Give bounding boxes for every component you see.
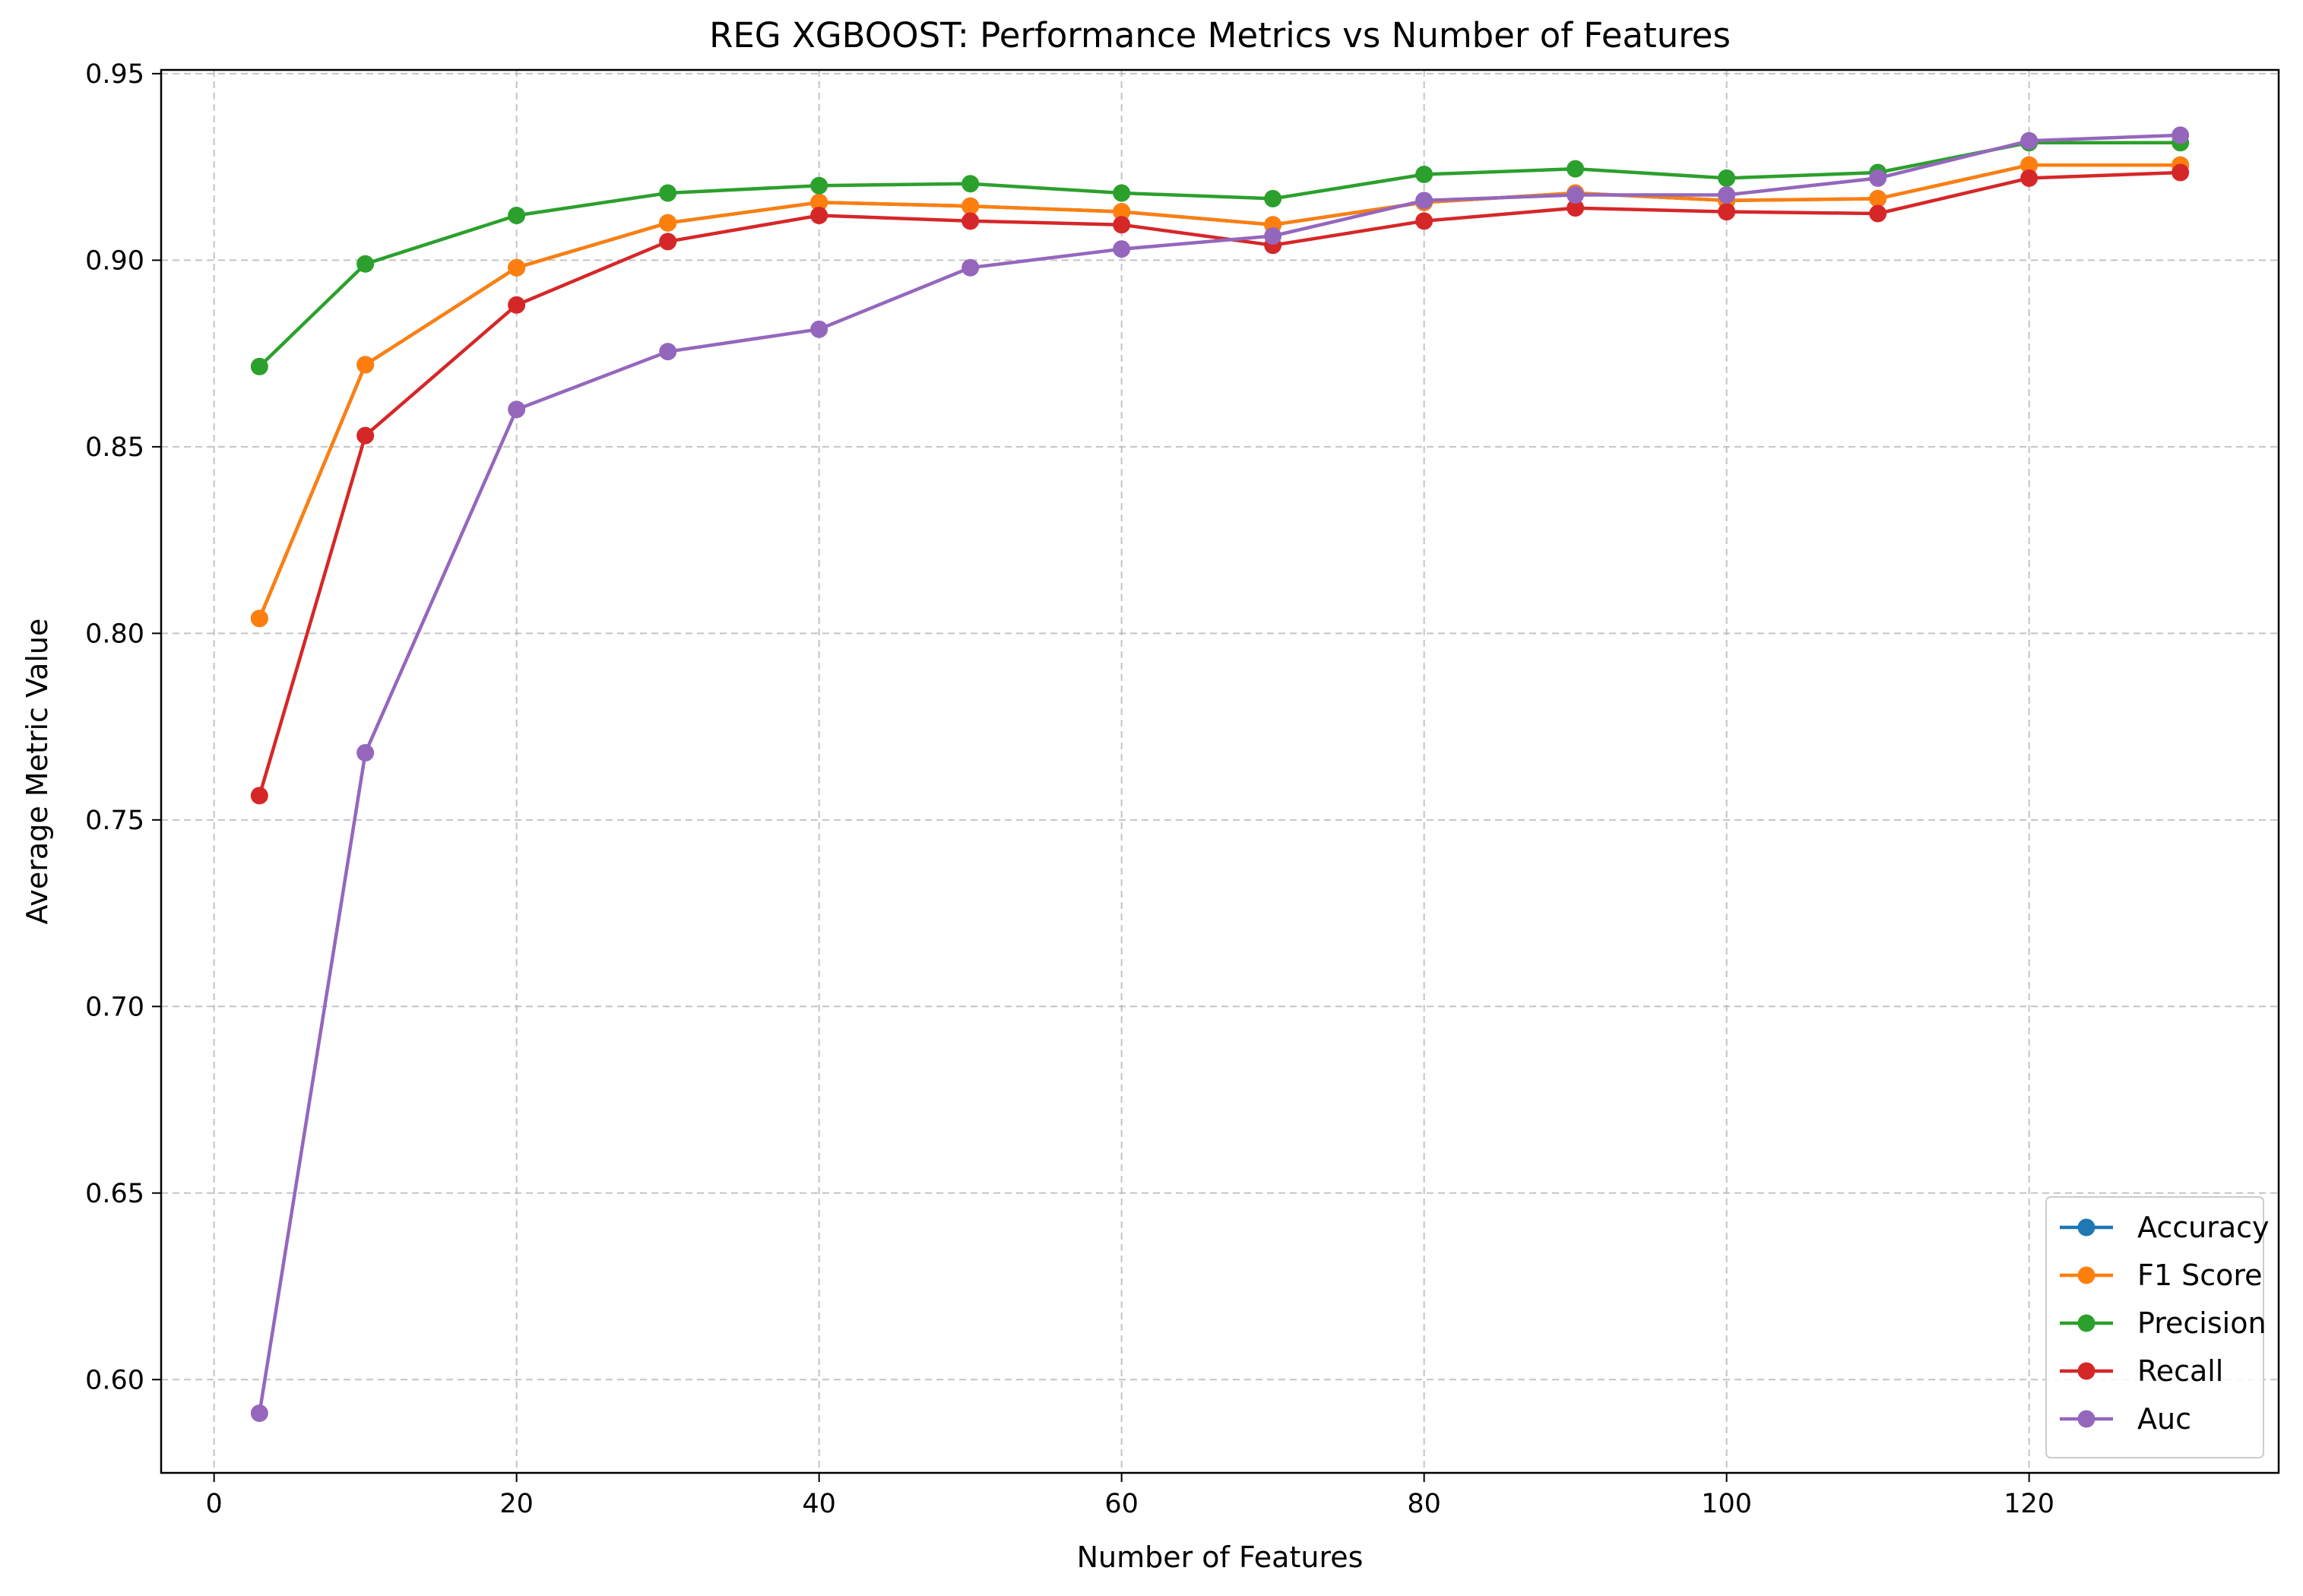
legend-label: Precision — [2137, 1306, 2267, 1340]
legend-box — [2045, 1196, 2264, 1458]
data-point-precision — [1113, 184, 1131, 202]
data-point-recall — [250, 787, 268, 805]
data-point-recall — [2020, 169, 2038, 187]
y-tick-label: 0.95 — [85, 59, 144, 90]
y-tick-label: 0.90 — [85, 245, 144, 276]
data-point-f1-score — [356, 356, 375, 374]
x-tick-label: 20 — [499, 1489, 534, 1519]
data-point-auc — [961, 258, 980, 277]
data-point-recall — [2172, 163, 2190, 182]
chart-title: REG XGBOOST: Performance Metrics vs Numb… — [709, 15, 1731, 55]
data-point-auc — [508, 401, 526, 419]
data-point-auc — [1566, 185, 1585, 204]
data-point-recall — [1113, 216, 1131, 234]
series-line-recall — [258, 170, 2181, 796]
axis-ticks: 0 20 40 60 80 100 120 0.60 0.65 0.70 0.75 0.80 0.85 0… — [85, 59, 2054, 1519]
plot-series — [250, 126, 2190, 1422]
series-auc — [250, 126, 2190, 1422]
data-point-precision — [1415, 165, 1433, 183]
data-point-recall — [810, 206, 828, 224]
data-point-precision — [1264, 189, 1282, 207]
legend-item-precision: Precision — [2060, 1306, 2267, 1340]
legend-label: F1 Score — [2137, 1259, 2263, 1292]
data-point-precision — [961, 175, 980, 193]
data-point-precision — [508, 206, 526, 224]
data-point-recall — [508, 296, 526, 314]
x-tick-label: 60 — [1104, 1489, 1139, 1519]
data-point-precision — [1718, 169, 1736, 187]
y-tick-label: 0.75 — [85, 806, 144, 836]
data-point-precision — [356, 255, 375, 273]
x-tick-label: 100 — [1701, 1489, 1752, 1519]
data-point-f1-score — [508, 258, 526, 277]
data-point-auc — [1718, 185, 1736, 204]
legend-swatch-marker — [2077, 1218, 2096, 1237]
data-point-auc — [250, 1404, 268, 1422]
legend-label: Auc — [2137, 1402, 2191, 1436]
data-point-f1-score — [810, 193, 828, 211]
data-point-auc — [1113, 240, 1131, 258]
y-tick-label: 0.85 — [85, 432, 144, 463]
data-point-precision — [810, 176, 828, 195]
legend-item-accuracy: Accuracy — [2060, 1211, 2270, 1244]
legend-swatch-marker — [2077, 1266, 2096, 1284]
data-point-precision — [659, 184, 677, 202]
data-point-recall — [659, 233, 677, 251]
x-tick-label: 80 — [1407, 1489, 1441, 1519]
y-tick-label: 0.70 — [85, 992, 144, 1022]
legend-item-recall: Recall — [2060, 1354, 2223, 1388]
data-point-auc — [1869, 169, 1887, 187]
legend-label: Recall — [2137, 1354, 2223, 1388]
data-point-auc — [1415, 192, 1433, 210]
y-axis-title: Average Metric Value — [21, 619, 54, 925]
data-point-recall — [1566, 199, 1585, 217]
legend-swatch-marker — [2077, 1314, 2096, 1332]
legend-label: Accuracy — [2137, 1211, 2270, 1244]
data-point-precision — [250, 357, 268, 375]
data-point-auc — [810, 320, 828, 338]
data-point-auc — [356, 743, 375, 762]
x-axis-title: Number of Features — [1077, 1541, 1364, 1574]
data-point-f1-score — [1869, 189, 1887, 207]
series-line-auc — [258, 133, 2181, 1414]
data-point-f1-score — [2020, 156, 2038, 174]
series-recall — [250, 163, 2190, 805]
x-tick-label: 0 — [206, 1489, 223, 1519]
legend-swatch-marker — [2077, 1362, 2096, 1380]
data-point-f1-score — [961, 197, 980, 215]
data-point-recall — [1415, 212, 1433, 230]
data-point-auc — [2020, 131, 2038, 150]
data-point-auc — [1264, 226, 1282, 245]
y-tick-label: 0.80 — [85, 619, 144, 649]
legend-item-f1-score: F1 Score — [2060, 1259, 2263, 1292]
plot-frame — [160, 68, 2280, 1474]
data-point-recall — [1718, 203, 1736, 221]
legend: Accuracy F1 Score Precision Recall Auc — [2045, 1196, 2270, 1458]
data-point-f1-score — [1113, 203, 1131, 221]
x-tick-label: 40 — [802, 1489, 836, 1519]
data-point-f1-score — [250, 610, 268, 628]
legend-item-auc: Auc — [2060, 1402, 2191, 1436]
series-line-f1-score — [258, 163, 2181, 619]
data-point-auc — [659, 343, 677, 361]
data-point-recall — [356, 426, 375, 445]
data-point-f1-score — [659, 214, 677, 232]
x-tick-label: 120 — [2004, 1489, 2054, 1519]
y-tick-label: 0.60 — [85, 1365, 144, 1395]
data-point-auc — [2172, 126, 2190, 144]
data-point-recall — [1869, 204, 1887, 223]
legend-swatch-marker — [2077, 1410, 2096, 1428]
y-tick-label: 0.65 — [85, 1179, 144, 1209]
data-point-precision — [1566, 160, 1585, 178]
series-line-precision — [258, 141, 2181, 368]
data-point-recall — [961, 212, 980, 230]
